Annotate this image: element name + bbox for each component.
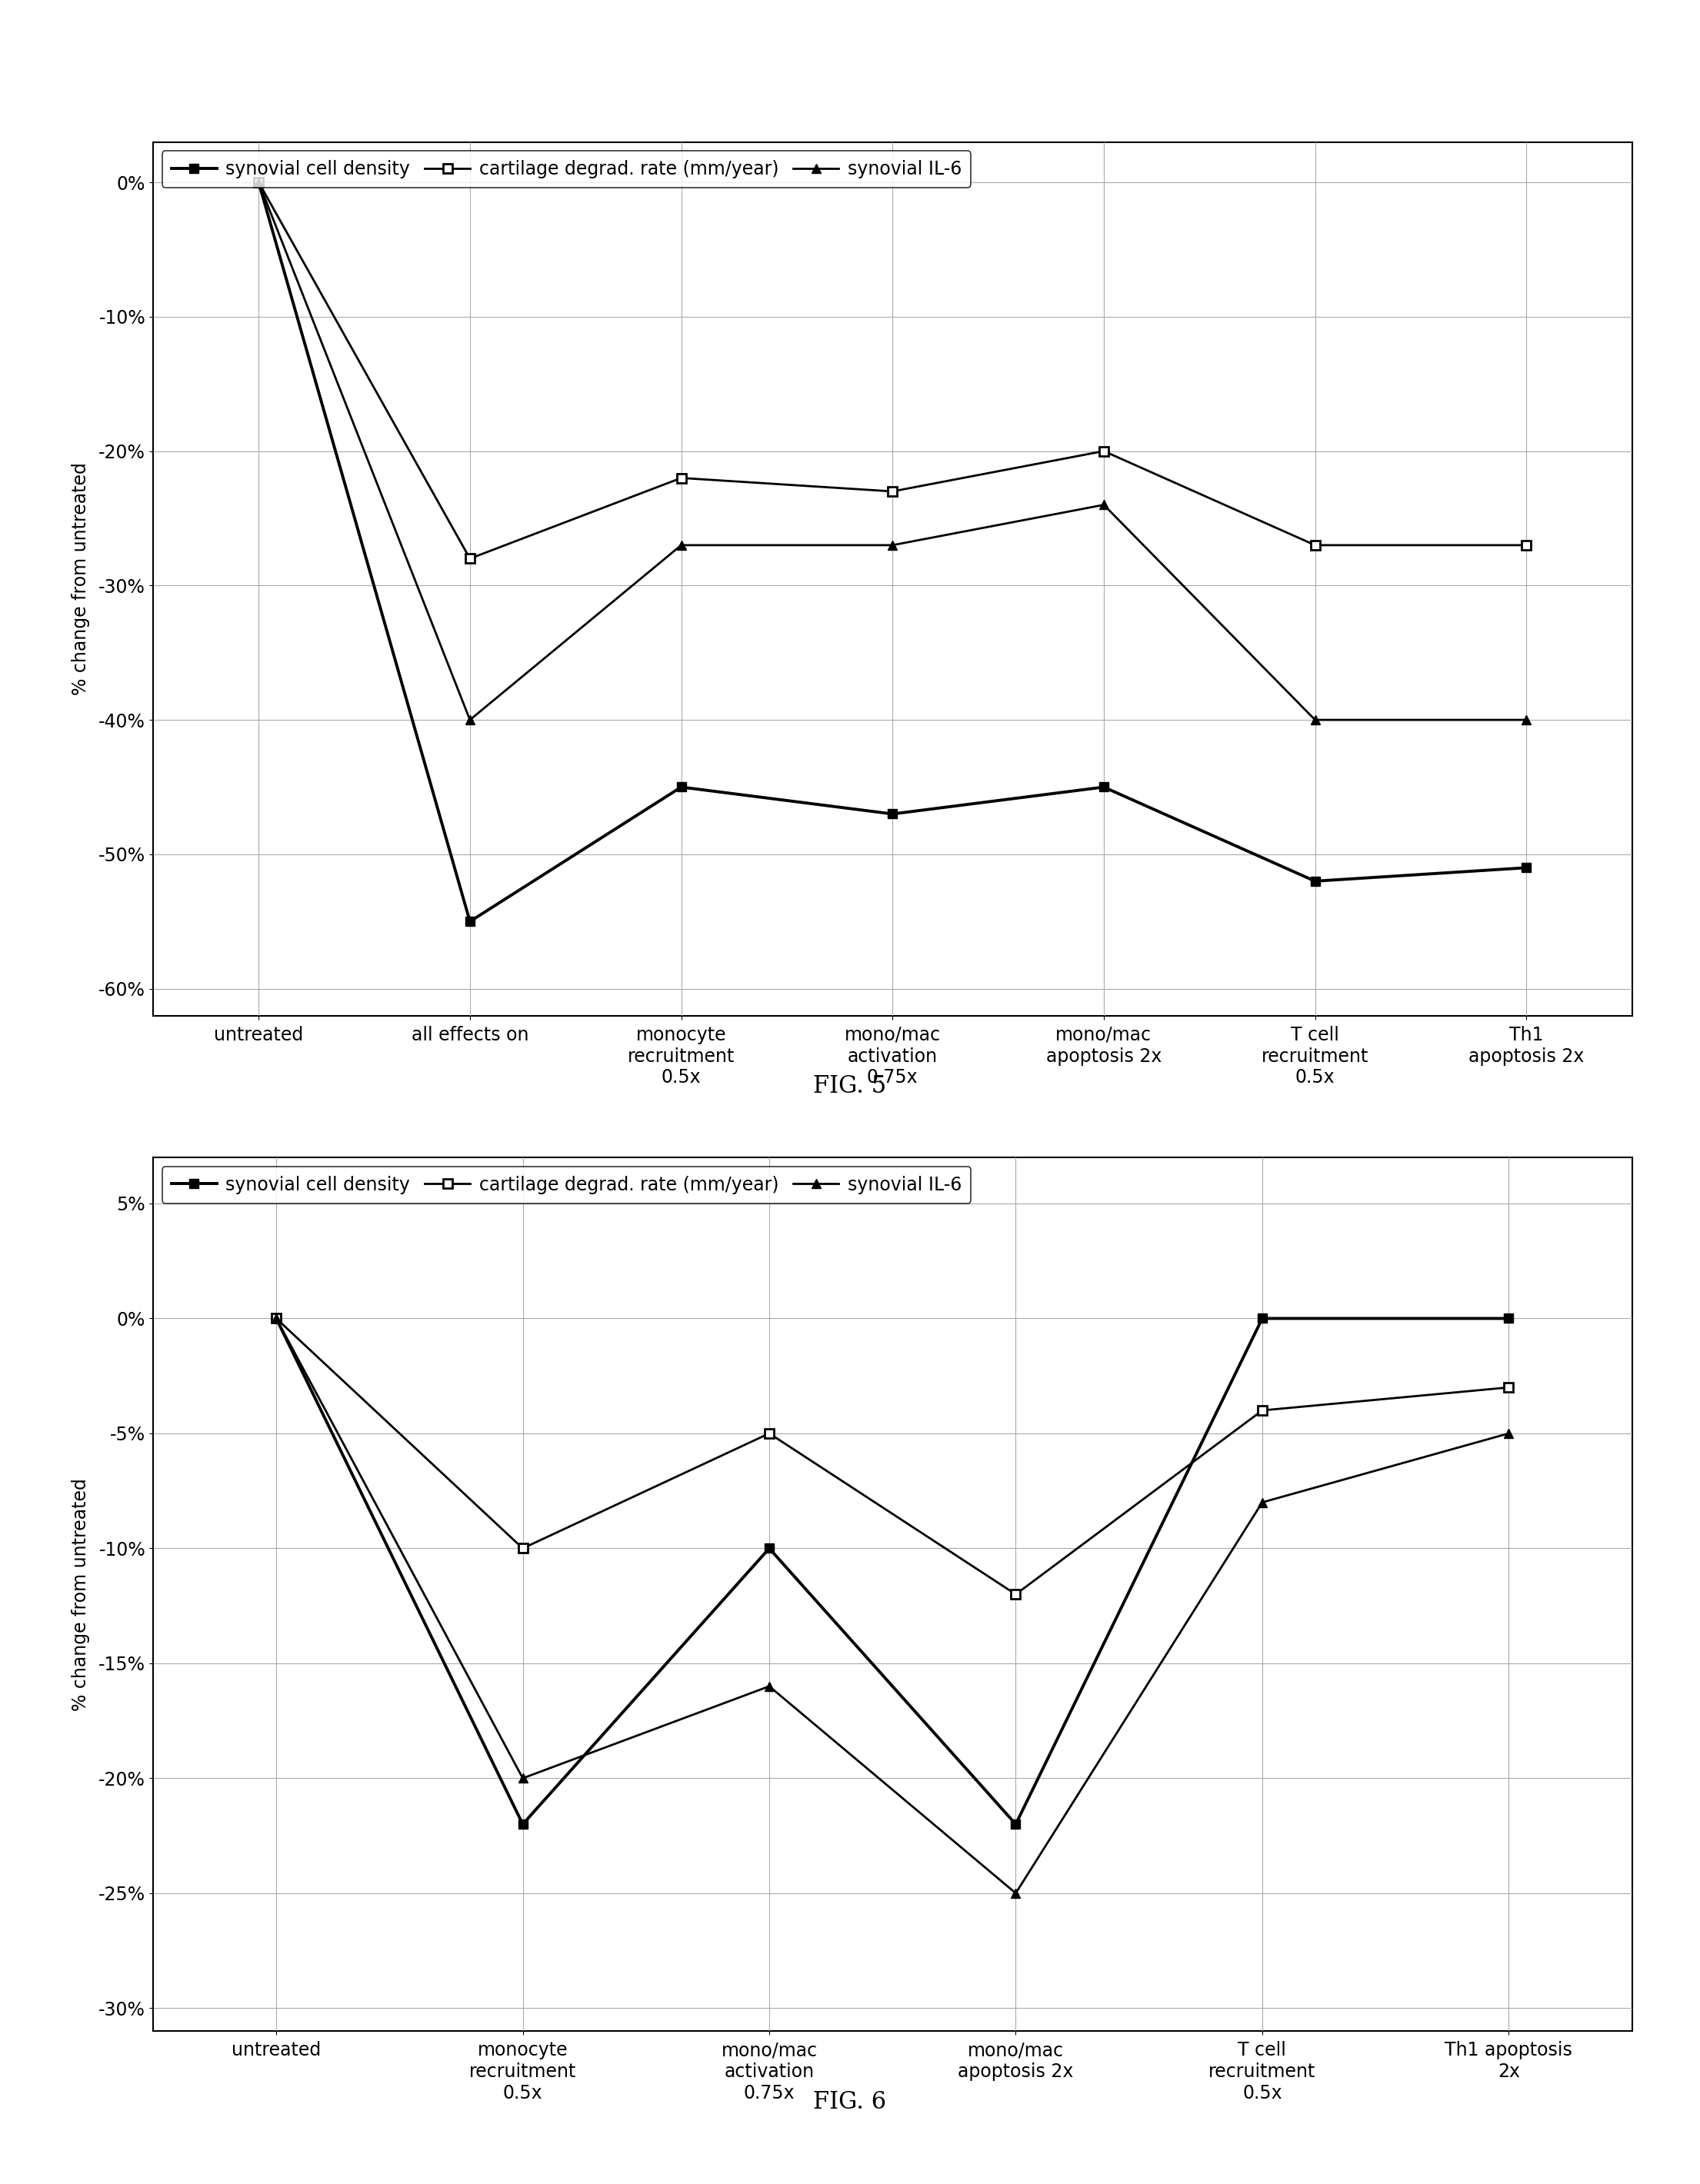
synovial IL-6 (1093, 491, 1114, 518)
synovial cell density (1516, 854, 1537, 880)
cartilage degrad. rate (mm/year) (1516, 533, 1537, 559)
Line: synovial cell density: synovial cell density (253, 177, 1532, 926)
synovial IL-6 (758, 1673, 779, 1699)
cartilage degrad. rate (mm/year) (1006, 1581, 1027, 1607)
synovial IL-6 (1498, 1420, 1518, 1446)
synovial cell density (758, 1535, 779, 1562)
cartilage degrad. rate (mm/year) (758, 1420, 779, 1446)
cartilage degrad. rate (mm/year) (1251, 1398, 1272, 1424)
Line: cartilage degrad. rate (mm/year): cartilage degrad. rate (mm/year) (272, 1313, 1513, 1599)
synovial cell density (1498, 1306, 1518, 1332)
Line: synovial IL-6: synovial IL-6 (272, 1313, 1513, 1898)
cartilage degrad. rate (mm/year) (1306, 533, 1326, 559)
cartilage degrad. rate (mm/year) (248, 168, 269, 194)
synovial cell density (513, 1811, 534, 1837)
cartilage degrad. rate (mm/year) (672, 465, 692, 491)
Line: synovial IL-6: synovial IL-6 (253, 177, 1532, 725)
synovial IL-6 (672, 533, 692, 559)
cartilage degrad. rate (mm/year) (1093, 439, 1114, 465)
synovial cell density (459, 909, 479, 935)
synovial cell density (672, 773, 692, 799)
synovial IL-6 (1306, 708, 1326, 734)
Y-axis label: % change from untreated: % change from untreated (71, 463, 90, 695)
cartilage degrad. rate (mm/year) (513, 1535, 534, 1562)
synovial cell density (265, 1306, 286, 1332)
Text: FIG. 5: FIG. 5 (813, 1075, 887, 1099)
synovial IL-6 (1006, 1880, 1027, 1907)
synovial cell density (1251, 1306, 1272, 1332)
cartilage degrad. rate (mm/year) (1498, 1374, 1518, 1400)
Text: FIG. 6: FIG. 6 (813, 2090, 887, 2114)
synovial IL-6 (882, 533, 903, 559)
synovial cell density (248, 168, 269, 194)
synovial cell density (1306, 867, 1326, 893)
synovial IL-6 (459, 708, 479, 734)
Legend: synovial cell density, cartilage degrad. rate (mm/year), synovial IL-6: synovial cell density, cartilage degrad.… (162, 151, 971, 188)
Line: synovial cell density: synovial cell density (272, 1313, 1513, 1828)
synovial cell density (882, 802, 903, 828)
synovial IL-6 (265, 1306, 286, 1332)
Y-axis label: % change from untreated: % change from untreated (71, 1479, 90, 1710)
cartilage degrad. rate (mm/year) (882, 478, 903, 505)
synovial cell density (1093, 773, 1114, 799)
Line: cartilage degrad. rate (mm/year): cartilage degrad. rate (mm/year) (253, 177, 1532, 563)
synovial IL-6 (513, 1765, 534, 1791)
cartilage degrad. rate (mm/year) (459, 546, 479, 572)
cartilage degrad. rate (mm/year) (265, 1306, 286, 1332)
synovial IL-6 (1251, 1489, 1272, 1516)
synovial IL-6 (248, 168, 269, 194)
synovial IL-6 (1516, 708, 1537, 734)
synovial cell density (1006, 1811, 1027, 1837)
Legend: synovial cell density, cartilage degrad. rate (mm/year), synovial IL-6: synovial cell density, cartilage degrad.… (162, 1166, 971, 1203)
